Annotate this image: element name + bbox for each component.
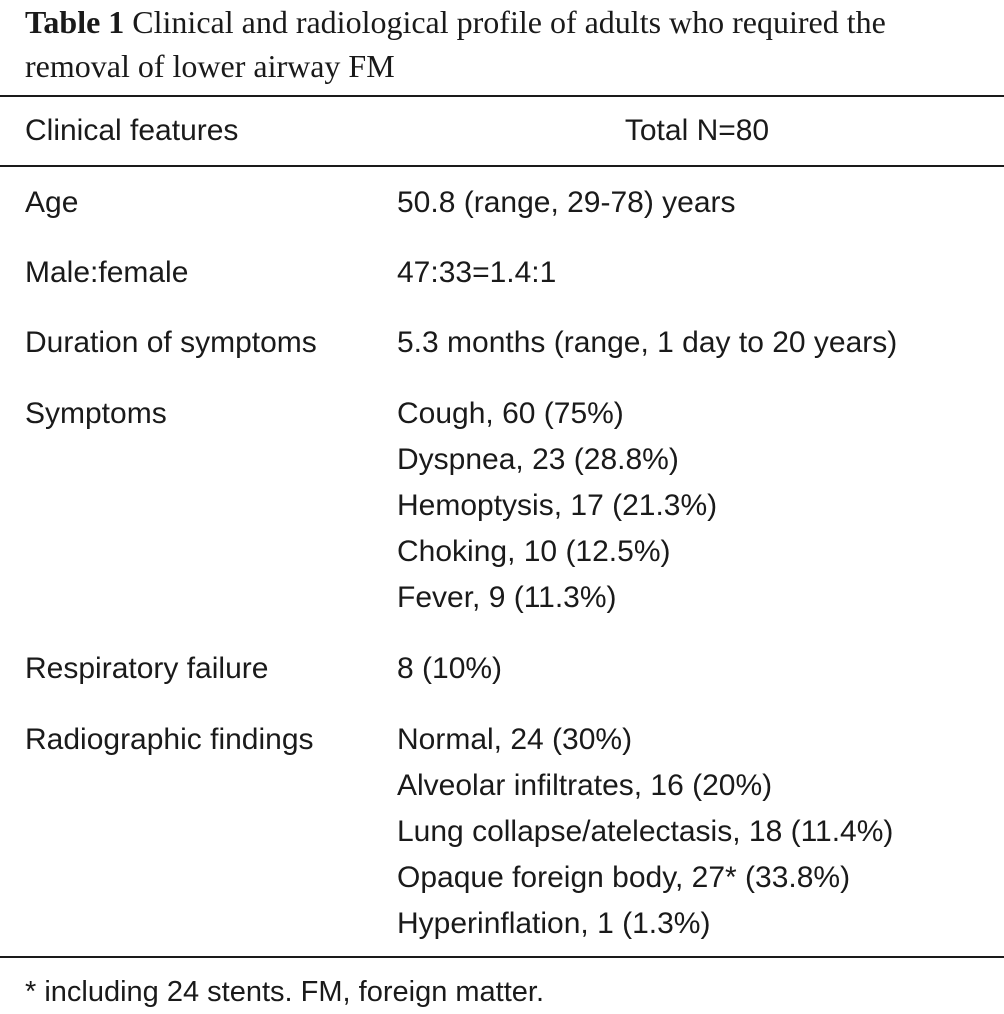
symptom-choking: Choking, 10 (12.5%) [397, 535, 671, 568]
row-value-sex-ratio: 47:33=1.4:1 [397, 256, 557, 289]
row-label-duration: Duration of symptoms [25, 326, 317, 359]
row-label-age: Age [25, 186, 79, 219]
finding-normal: Normal, 24 (30%) [397, 723, 633, 756]
symptom-hemoptysis: Hemoptysis, 17 (21.3%) [397, 489, 718, 522]
table-header-rule [0, 165, 1004, 167]
finding-hyperinflation: Hyperinflation, 1 (1.3%) [397, 907, 711, 940]
row-label-sex-ratio: Male:female [25, 256, 189, 289]
table-caption-label: Table 1 [25, 4, 125, 40]
row-label-symptoms: Symptoms [25, 397, 167, 430]
row-values-radiographic: Normal, 24 (30%) Alveolar infiltrates, 1… [397, 717, 893, 947]
symptom-dyspnea: Dyspnea, 23 (28.8%) [397, 443, 679, 476]
table-bottom-rule [0, 956, 1004, 958]
table-caption: Table 1 Clinical and radiological profil… [25, 0, 995, 88]
finding-lung-collapse: Lung collapse/atelectasis, 18 (11.4%) [397, 815, 894, 848]
row-label-respiratory-failure: Respiratory failure [25, 652, 269, 685]
finding-alveolar: Alveolar infiltrates, 16 (20%) [397, 769, 773, 802]
table-footnote: * including 24 stents. FM, foreign matte… [25, 976, 545, 1008]
header-total: Total N=80 [624, 114, 770, 147]
symptom-cough: Cough, 60 (75%) [397, 397, 624, 430]
row-value-respiratory-failure: 8 (10%) [397, 652, 503, 685]
symptom-fever: Fever, 9 (11.3%) [397, 581, 617, 614]
table-caption-text: Clinical and radiological profile of adu… [25, 4, 886, 84]
row-label-radiographic: Radiographic findings [25, 723, 314, 756]
finding-opaque-body: Opaque foreign body, 27* (33.8%) [397, 861, 851, 894]
row-value-duration: 5.3 months (range, 1 day to 20 years) [397, 326, 898, 359]
header-clinical-features: Clinical features [25, 114, 239, 147]
row-value-age: 50.8 (range, 29-78) years [397, 186, 736, 219]
row-values-symptoms: Cough, 60 (75%) Dyspnea, 23 (28.8%) Hemo… [397, 391, 717, 621]
table-top-rule [0, 95, 1004, 97]
